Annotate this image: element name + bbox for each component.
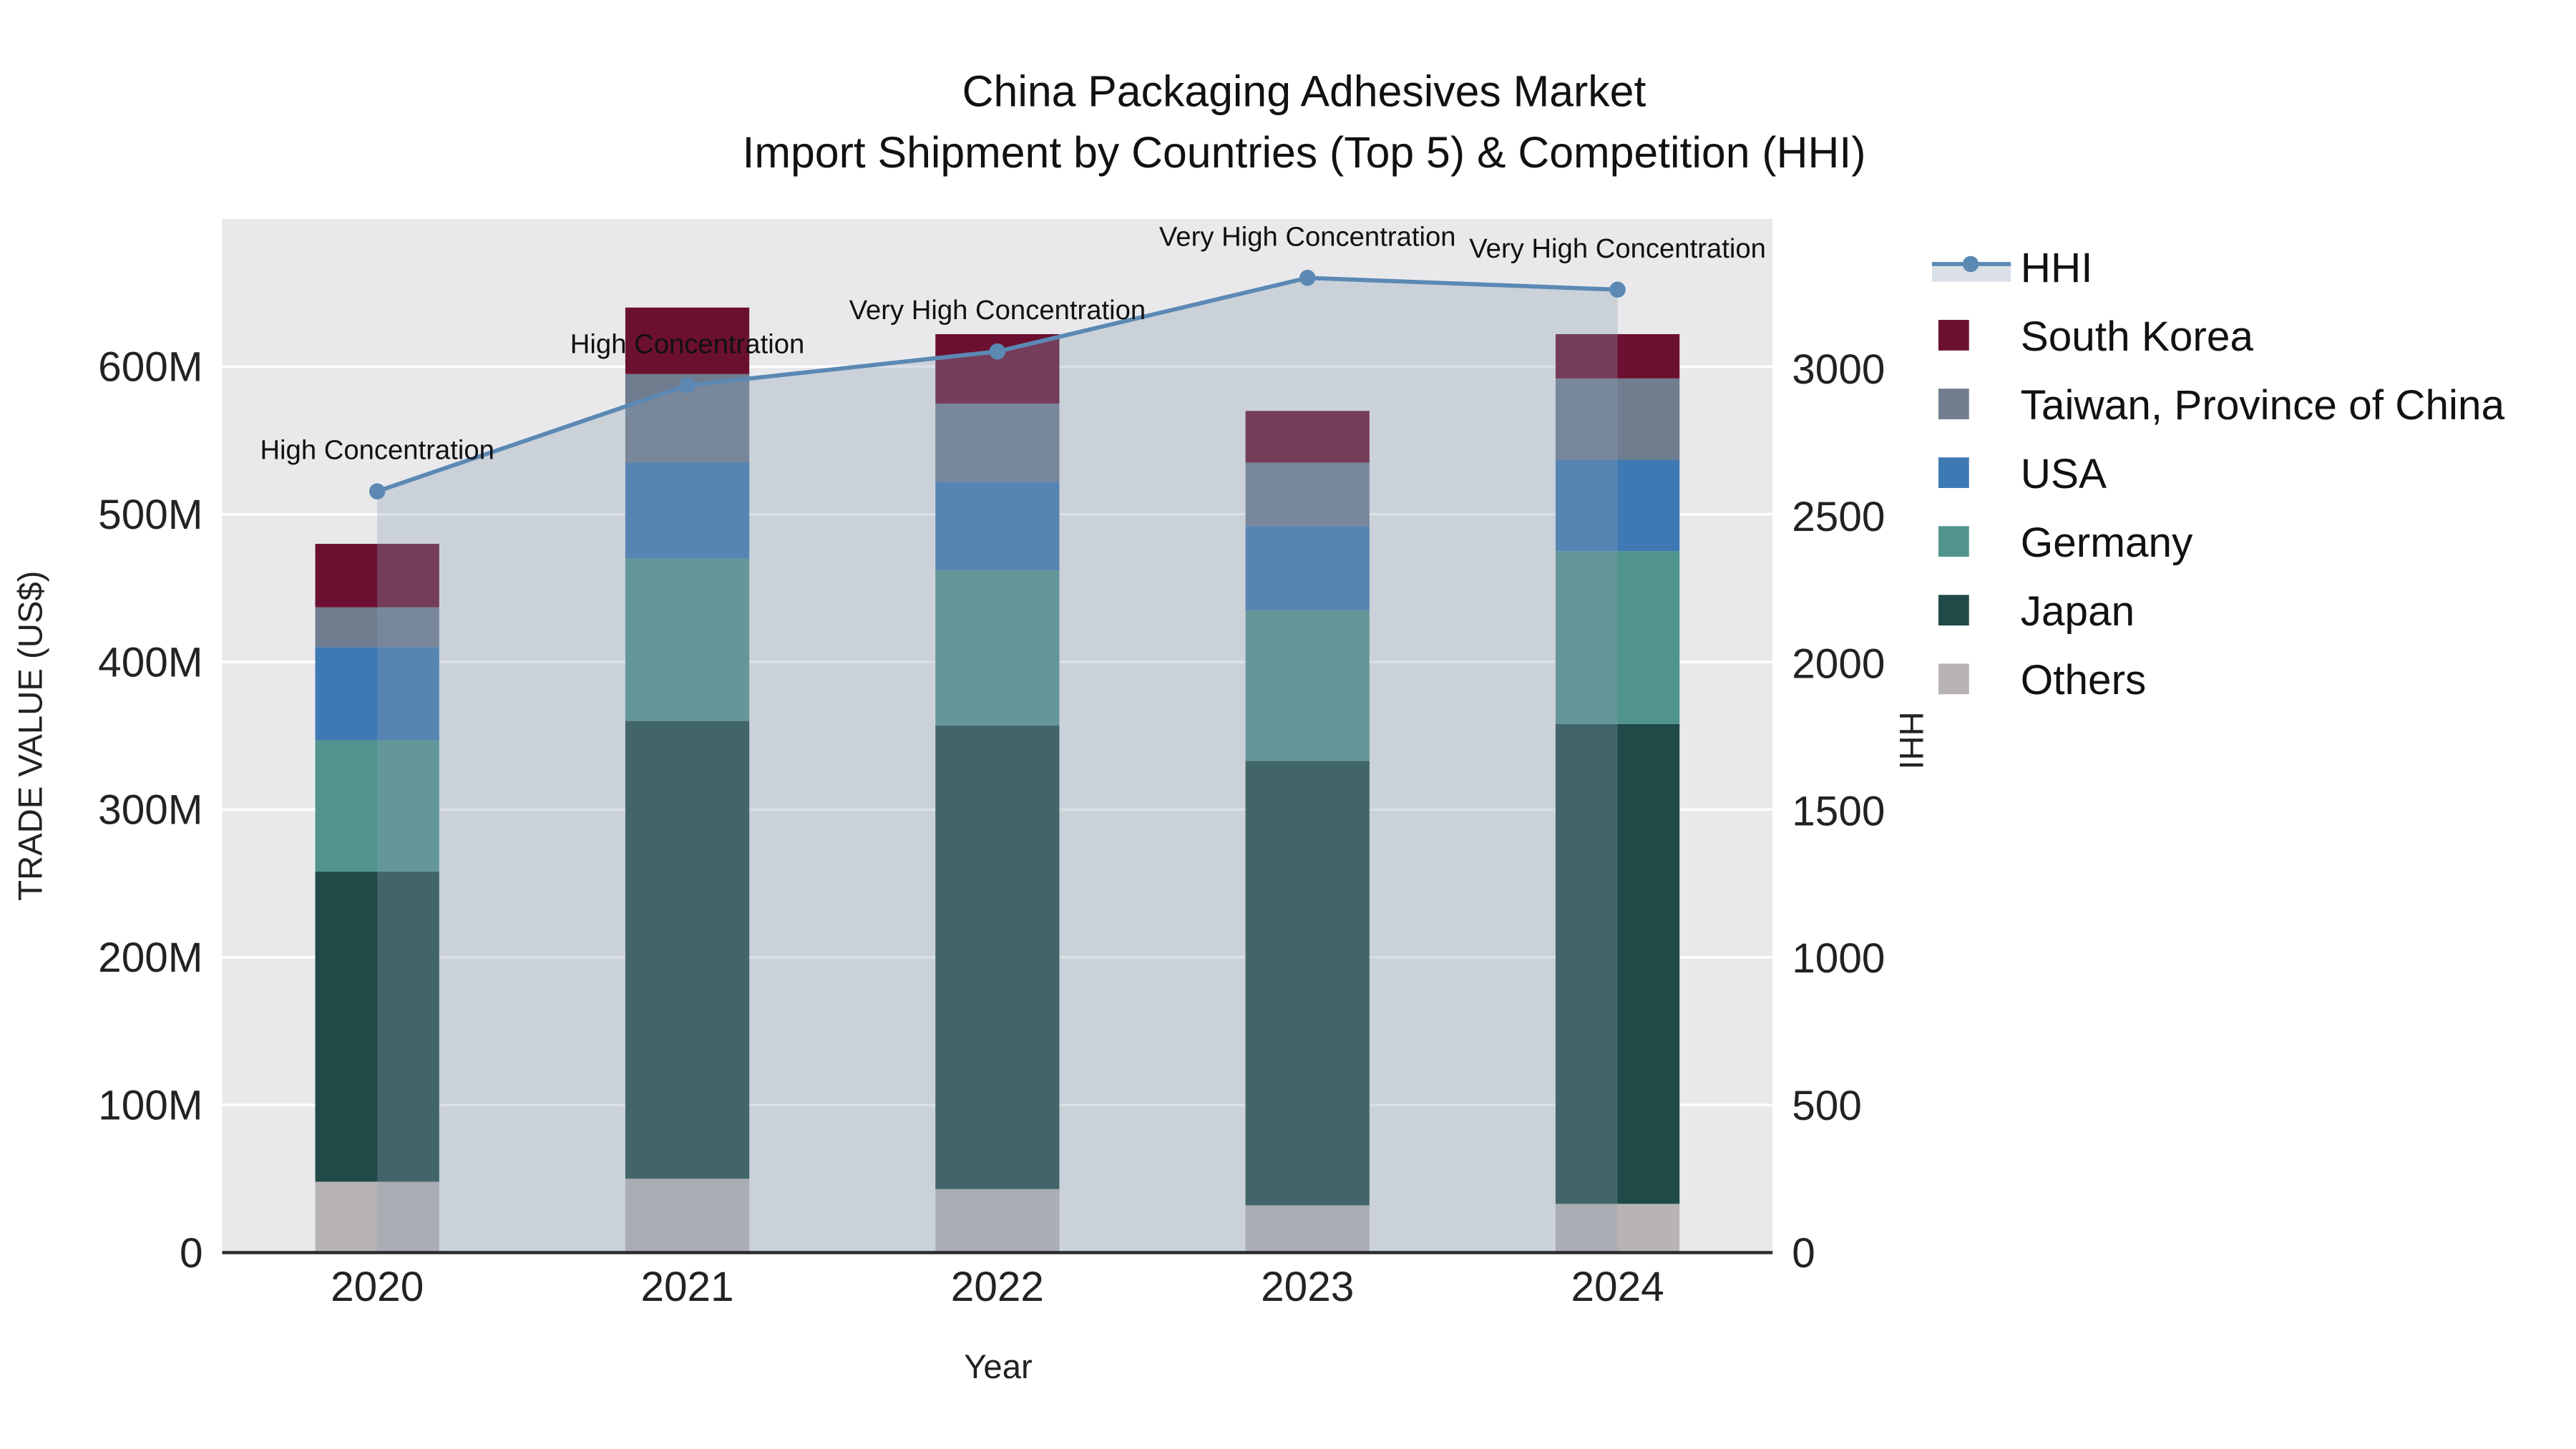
hhi-line <box>369 270 1626 499</box>
axis-tick-labels: 0 100M 200M 300M 400M 500M 600M 0 500 1000 1500 200… <box>98 344 1885 1310</box>
y-right-axis-title: HHI <box>1892 711 1930 769</box>
x-tick-2020: 2020 <box>331 1264 424 1310</box>
bar-segment-others-2024 <box>1555 1204 1680 1253</box>
bar-segment-japan-2023 <box>1245 761 1370 1206</box>
y-left-tick-400M: 400M <box>98 639 203 686</box>
bar-segment-taiwan-province-of-china-2024 <box>1555 378 1680 460</box>
legend-item-hhi[interactable]: HHI <box>1932 245 2093 291</box>
hhi-area-fill <box>377 278 1618 1253</box>
bar-segment-japan-2022 <box>935 725 1060 1189</box>
x-tick-2021: 2021 <box>640 1264 733 1310</box>
y-right-tick-3000: 3000 <box>1792 346 1885 393</box>
bar-segment-others-2020 <box>315 1181 439 1253</box>
bar-segment-germany-2021 <box>625 558 750 721</box>
y-left-tick-200M: 200M <box>98 935 203 981</box>
bar-segment-usa-2021 <box>625 462 750 559</box>
bar-segment-usa-2022 <box>935 482 1060 571</box>
bar-segment-usa-2023 <box>1245 526 1370 610</box>
bar-segment-japan-2020 <box>315 872 439 1182</box>
y-right-tick-2000: 2000 <box>1792 641 1885 688</box>
annotation-2023: Very High Concentration <box>1159 221 1456 252</box>
bar-segment-usa-2024 <box>1555 459 1680 552</box>
y-left-tick-100M: 100M <box>98 1082 203 1128</box>
annotation-2020: High Concentration <box>260 435 494 466</box>
y-left-tick-0: 0 <box>180 1230 203 1277</box>
legend-hhi-marker-icon <box>1962 255 1979 273</box>
bar-segment-usa-2020 <box>315 647 439 741</box>
bar-segment-others-2023 <box>1245 1205 1370 1253</box>
bar-segment-others-2022 <box>935 1189 1060 1253</box>
bar-segment-south-korea-2020 <box>315 543 439 608</box>
bar-segment-japan-2024 <box>1555 723 1680 1204</box>
legend-label-taiwan-province-of-china: Taiwan, Province of China <box>2021 382 2505 429</box>
bar-segment-taiwan-province-of-china-2023 <box>1245 462 1370 527</box>
bar-segment-taiwan-province-of-china-2022 <box>935 403 1060 482</box>
bar-segment-germany-2022 <box>935 570 1060 726</box>
legend-swatch-south-korea <box>1938 320 1969 351</box>
y-right-tick-0: 0 <box>1792 1230 1815 1277</box>
y-right-tick-1500: 1500 <box>1792 788 1885 834</box>
bar-segment-south-korea-2024 <box>1555 333 1680 379</box>
y-right-tick-1000: 1000 <box>1792 935 1885 982</box>
legend-label-hhi: HHI <box>2021 245 2093 291</box>
legend-swatch-others <box>1938 663 1969 695</box>
legend-item-taiwan-province-of-china[interactable]: Taiwan, Province of China <box>1938 382 2505 429</box>
legend-item-japan[interactable]: Japan <box>1938 588 2135 635</box>
x-axis-title: Year <box>964 1348 1032 1386</box>
x-tick-2023: 2023 <box>1261 1264 1354 1310</box>
bar-segment-germany-2024 <box>1555 551 1680 724</box>
bar-segment-taiwan-province-of-china-2020 <box>315 607 439 648</box>
y-left-tick-500M: 500M <box>98 492 203 538</box>
chart-title: China Packaging Adhesives Market <box>962 67 1646 116</box>
x-tick-2024: 2024 <box>1571 1264 1664 1310</box>
y-right-tick-500: 500 <box>1792 1083 1862 1129</box>
legend-item-germany[interactable]: Germany <box>1938 519 2193 566</box>
chart-subtitle: Import Shipment by Countries (Top 5) & C… <box>743 128 1866 177</box>
annotation-2024: Very High Concentration <box>1469 233 1766 264</box>
annotation-2022: Very High Concentration <box>849 295 1146 326</box>
hhi-marker-2020 <box>369 483 386 499</box>
y-right-tick-2500: 2500 <box>1792 494 1885 540</box>
stacked-bars <box>315 307 1680 1253</box>
y-left-tick-300M: 300M <box>98 787 203 834</box>
legend-swatch-taiwan-province-of-china <box>1938 389 1969 419</box>
legend-item-south-korea[interactable]: South Korea <box>1938 313 2253 360</box>
legend-label-japan: Japan <box>2021 588 2135 635</box>
bar-segment-germany-2020 <box>315 740 439 872</box>
bar-segment-japan-2021 <box>625 721 750 1179</box>
legend-swatch-usa <box>1938 457 1969 488</box>
legend-label-usa: USA <box>2021 451 2107 497</box>
y-left-axis-title: TRADE VALUE (US$) <box>12 571 50 901</box>
legend-label-south-korea: South Korea <box>2021 313 2254 360</box>
bar-segment-germany-2023 <box>1245 610 1370 761</box>
hhi-area-polygon <box>377 278 1618 1253</box>
legend-swatch-germany <box>1938 526 1969 557</box>
y-left-tick-600M: 600M <box>98 344 203 391</box>
hhi-marker-2022 <box>989 343 1006 360</box>
legend-label-germany: Germany <box>2021 519 2193 566</box>
bar-segment-south-korea-2021 <box>625 307 750 374</box>
hhi-marker-2023 <box>1299 270 1316 286</box>
bar-segment-others-2021 <box>625 1179 750 1253</box>
annotations: High Concentration High Concentration Very… <box>260 221 1765 465</box>
legend-label-others: Others <box>2021 657 2147 703</box>
legend-item-usa[interactable]: USA <box>1938 451 2107 497</box>
hhi-marker-2024 <box>1609 281 1626 298</box>
annotation-2021: High Concentration <box>570 329 804 360</box>
legend-swatch-japan <box>1938 595 1969 626</box>
legend-item-others[interactable]: Others <box>1938 657 2146 703</box>
legend: HHI South Korea Taiwan, Province of China U… <box>1932 245 2505 703</box>
hhi-marker-2021 <box>679 377 696 394</box>
x-tick-2022: 2022 <box>951 1264 1044 1310</box>
bar-segment-south-korea-2023 <box>1245 411 1370 463</box>
